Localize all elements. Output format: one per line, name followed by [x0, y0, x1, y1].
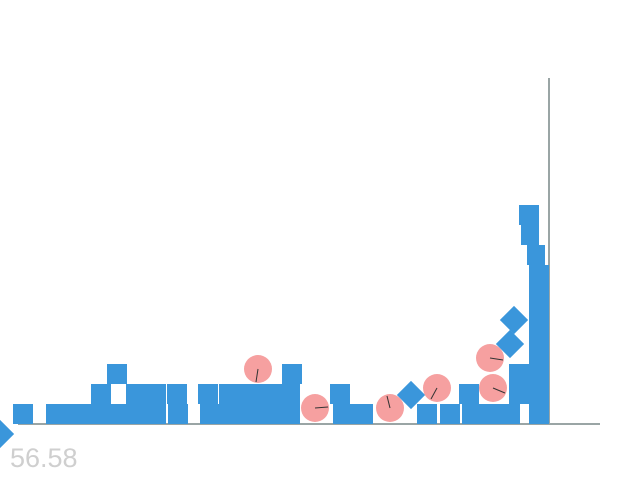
- boxes: [0, 205, 549, 449]
- score: 56.58: [10, 443, 78, 473]
- balls: [244, 344, 507, 422]
